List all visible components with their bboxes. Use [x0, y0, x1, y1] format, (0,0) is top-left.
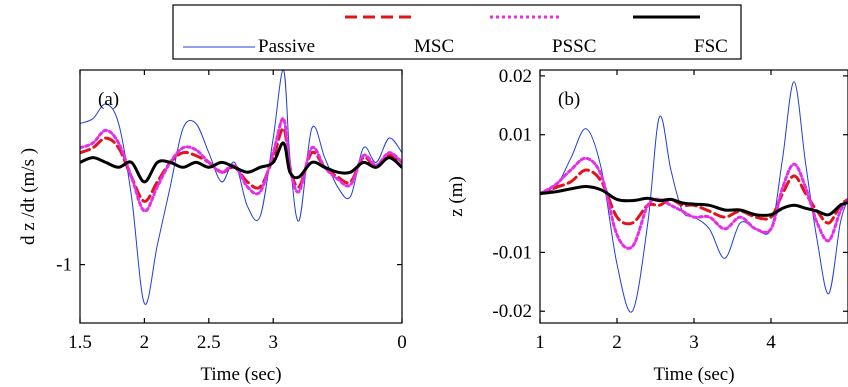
x-tick-label: 1: [535, 332, 545, 353]
series-line-pssc: [540, 156, 848, 250]
y-tick-label: -0.01: [492, 242, 532, 263]
x-tick-label: 3: [689, 332, 699, 353]
legend-label-passive: Passive: [258, 36, 315, 57]
x-tick-label: 4: [766, 332, 776, 353]
panel-a-axes-frame: [79, 69, 403, 324]
x-axis-label: Time (sec): [653, 364, 734, 385]
x-tick-label: 0: [397, 332, 407, 353]
x-tick-label: 2: [140, 332, 150, 353]
x-tick-label: 1.5: [68, 332, 92, 353]
panel-b-plot-area: [540, 81, 848, 313]
y-tick-label: -1: [56, 255, 72, 276]
panel-label: (b): [558, 89, 580, 110]
series-line-msc: [80, 126, 402, 203]
y-tick-label: 0.01: [499, 125, 532, 146]
x-axis-label: Time (sec): [200, 364, 281, 385]
panel-a: 1.5 2 2.5 3 0 -1 (a) Time (sec) d z /dt (m/s ): [18, 69, 407, 385]
y-tick-label: 0.02: [499, 66, 532, 87]
series-line-passive: [80, 70, 402, 305]
x-tick-label: 2.5: [197, 332, 221, 353]
legend: Passive MSC PSSC FSC: [172, 4, 742, 60]
legend-label-fsc: FSC: [694, 36, 728, 57]
legend-frame: [172, 4, 742, 60]
panel-label: (a): [98, 89, 119, 110]
series-line-passive: [540, 81, 848, 313]
series-line-fsc: [80, 141, 402, 184]
panel-a-plot-area: [80, 70, 402, 305]
legend-label-msc: MSC: [414, 36, 454, 57]
legend-label-pssc: PSSC: [552, 36, 596, 57]
x-tick-label: 2: [612, 332, 622, 353]
x-tick-label: 3: [268, 332, 278, 353]
panel-b-axes-frame: [539, 69, 848, 324]
series-line-pssc: [80, 117, 402, 213]
series-line-msc: [540, 168, 848, 226]
series-line-fsc: [540, 184, 848, 217]
y-tick-label: -0.02: [492, 301, 532, 322]
panel-b: 1 2 3 4 0.02 0.01 -0.01 -0.02 (b) Time (sec) z (m): [446, 66, 848, 385]
y-axis-label: d z /dt (m/s ): [18, 148, 39, 245]
y-axis-label: z (m): [446, 176, 467, 217]
